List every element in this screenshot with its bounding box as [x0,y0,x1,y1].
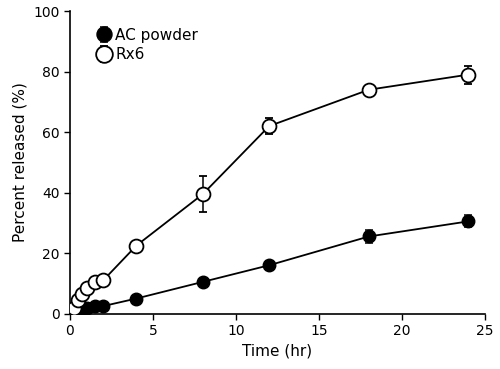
Legend: AC powder, Rx6: AC powder, Rx6 [98,25,201,65]
X-axis label: Time (hr): Time (hr) [242,344,312,359]
Y-axis label: Percent released (%): Percent released (%) [12,82,28,242]
